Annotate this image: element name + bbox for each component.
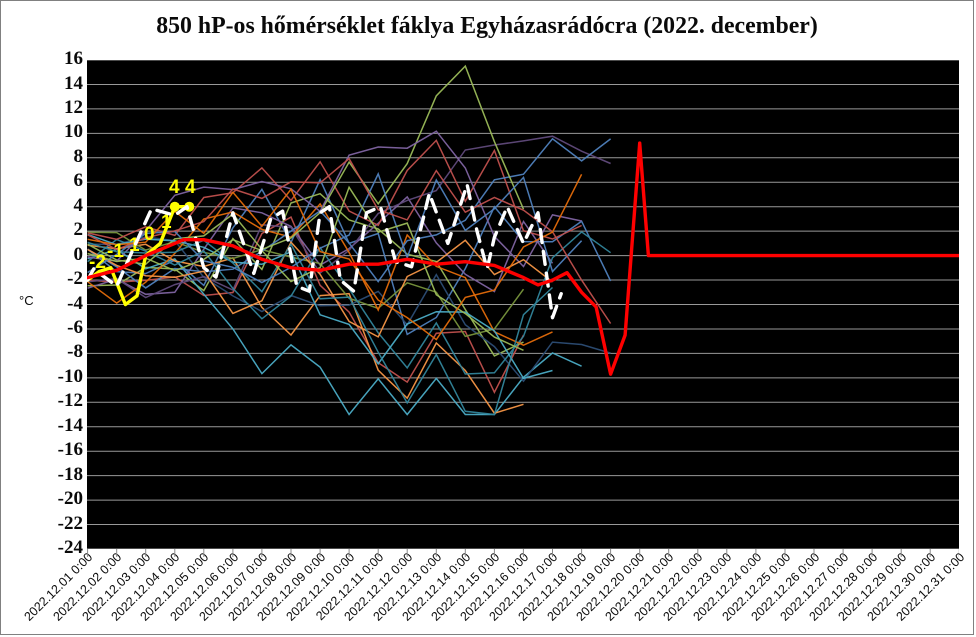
svg-text:0: 0 <box>144 224 155 245</box>
svg-text:4: 4 <box>169 177 180 198</box>
svg-text:-1: -1 <box>107 241 124 262</box>
svg-text:4: 4 <box>185 177 196 198</box>
